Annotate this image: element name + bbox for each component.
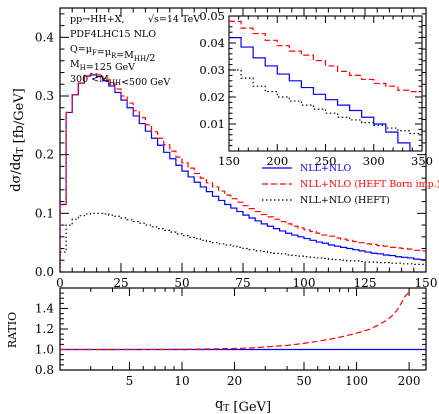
ratio-series xyxy=(60,291,426,351)
legend-entry-heft: NLL+NLO (HEFT) xyxy=(262,195,390,206)
ratio-x-tick-label: 50 xyxy=(296,374,311,388)
annotation-pdf: PDF4LHC15 NLO xyxy=(70,29,156,40)
inset-series-line xyxy=(229,20,422,93)
main-x-tick-label: 125 xyxy=(354,276,377,290)
inset-x-tick-label: 350 xyxy=(411,154,433,168)
inset-y-tick-label: 0.01 xyxy=(199,117,225,131)
main-x-tick-label: 0 xyxy=(56,276,64,290)
annotation-mass: MH=125 GeV xyxy=(70,59,135,73)
inset-y-tick-label: 0.04 xyxy=(199,36,225,50)
ratio-x-tick-label: 100 xyxy=(345,374,368,388)
main-panel: 0 25 50 75 100 125 150 0.0 0.1 0.2 0.3 0.4 dσ/dqT [… xyxy=(9,7,438,290)
main-x-tick-label: 75 xyxy=(235,276,250,290)
inset-panel: 150 200 250 300 350 0.01 0.02 0.03 0.04 0.05 xyxy=(199,9,433,168)
ratio-y-tick-label: 1.2 xyxy=(35,322,54,336)
ratio-x-tick-label: 200 xyxy=(398,374,421,388)
main-tick-labels: 0 25 50 75 100 125 150 0.0 0.1 0.2 0.3 0.4 xyxy=(35,30,438,290)
annotation-block: pp→HH+X, √s=14 TeV PDF4LHC15 NLO Q=μF=μR… xyxy=(70,14,200,88)
main-y-tick-label: 0.1 xyxy=(35,206,54,220)
main-x-tick-label: 50 xyxy=(174,276,189,290)
ratio-x-axis-label: qT [GeV] xyxy=(215,397,271,414)
main-x-tick-label: 150 xyxy=(415,276,438,290)
ratio-tick-labels: 5 10 20 50 100 200 0.8 1.0 1.2 1.4 xyxy=(35,302,421,389)
inset-series xyxy=(229,20,422,151)
annotation-process: pp→HH+X, xyxy=(70,14,124,25)
ratio-frame xyxy=(59,287,427,371)
annotation-cut: 300 <MHH<500 GeV xyxy=(70,74,170,88)
ratio-series-line xyxy=(60,291,410,351)
main-y-tick-label: 0.2 xyxy=(35,148,54,162)
main-series-line xyxy=(60,73,426,272)
main-y-tick-label: 0.0 xyxy=(35,265,54,279)
ratio-y-tick-label: 0.8 xyxy=(35,363,54,377)
inset-y-tick-label: 0.03 xyxy=(199,63,225,77)
ratio-x-tick-label: 5 xyxy=(126,374,134,388)
ratio-ticks xyxy=(59,287,426,371)
inset-y-tick-label: 0.02 xyxy=(199,90,225,104)
ratio-panel: 5 10 20 50 100 200 0.8 1.0 1.2 1.4 RATIO qT [GeV] xyxy=(6,287,427,414)
ratio-y-tick-label: 1.0 xyxy=(35,343,54,357)
inset-x-tick-label: 250 xyxy=(315,154,337,168)
annotation-energy: √s=14 TeV xyxy=(148,14,200,25)
legend-label-nll-nlo: NLL+NLO xyxy=(300,163,352,174)
inset-series-line xyxy=(229,37,411,151)
inset-y-tick-label: 0.05 xyxy=(199,9,225,23)
ratio-y-tick-label: 1.4 xyxy=(35,302,54,316)
annotation-scales: Q=μF=μR=MHH/2 xyxy=(70,44,155,64)
inset-x-tick-label: 200 xyxy=(266,154,288,168)
legend-entry-heft-born: NLL+NLO (HEFT Born imp.) xyxy=(262,179,439,190)
legend-label-heft: NLL+NLO (HEFT) xyxy=(300,195,390,206)
main-y-tick-label: 0.4 xyxy=(35,30,54,44)
inset-x-tick-label: 150 xyxy=(218,154,240,168)
legend: NLL+NLO NLL+NLO (HEFT Born imp.) NLL+NLO… xyxy=(262,163,439,206)
main-y-tick-label: 0.3 xyxy=(35,89,54,103)
ratio-x-tick-label: 10 xyxy=(174,374,189,388)
ratio-x-tick-label: 20 xyxy=(227,374,242,388)
main-x-tick-label: 100 xyxy=(293,276,316,290)
main-series xyxy=(60,73,426,272)
main-series-line xyxy=(60,212,426,272)
inset-series-line xyxy=(229,69,422,135)
inset-x-tick-label: 300 xyxy=(363,154,385,168)
legend-entry-nll-nlo: NLL+NLO xyxy=(262,163,352,174)
inset-frame xyxy=(228,15,423,152)
legend-label-heft-born: NLL+NLO (HEFT Born imp.) xyxy=(300,179,439,190)
inset-tick-labels: 150 200 250 300 350 0.01 0.02 0.03 0.04 0.05 xyxy=(199,9,433,168)
main-series-line xyxy=(60,74,426,272)
main-x-tick-label: 25 xyxy=(113,276,128,290)
main-y-axis-label: dσ/dqT [fb/GeV] xyxy=(9,88,27,192)
ratio-y-axis-label: RATIO xyxy=(6,312,19,348)
